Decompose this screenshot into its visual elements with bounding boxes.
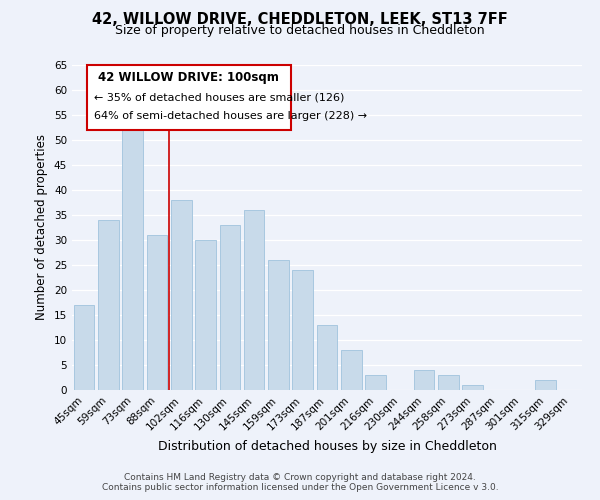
Bar <box>220 225 240 390</box>
Bar <box>171 200 191 390</box>
Text: 42 WILLOW DRIVE: 100sqm: 42 WILLOW DRIVE: 100sqm <box>98 72 279 85</box>
Bar <box>195 240 216 390</box>
Bar <box>317 325 337 390</box>
X-axis label: Distribution of detached houses by size in Cheddleton: Distribution of detached houses by size … <box>158 440 496 453</box>
Bar <box>292 270 313 390</box>
Bar <box>438 375 459 390</box>
FancyBboxPatch shape <box>86 65 290 130</box>
Bar <box>463 385 483 390</box>
Text: Contains HM Land Registry data © Crown copyright and database right 2024.: Contains HM Land Registry data © Crown c… <box>124 472 476 482</box>
Bar <box>122 120 143 390</box>
Bar <box>74 305 94 390</box>
Bar <box>146 235 167 390</box>
Bar <box>535 380 556 390</box>
Text: ← 35% of detached houses are smaller (126): ← 35% of detached houses are smaller (12… <box>94 92 344 102</box>
Bar <box>341 350 362 390</box>
Bar <box>244 210 265 390</box>
Bar <box>365 375 386 390</box>
Bar <box>98 220 119 390</box>
Y-axis label: Number of detached properties: Number of detached properties <box>35 134 49 320</box>
Text: Size of property relative to detached houses in Cheddleton: Size of property relative to detached ho… <box>115 24 485 37</box>
Bar <box>414 370 434 390</box>
Text: 42, WILLOW DRIVE, CHEDDLETON, LEEK, ST13 7FF: 42, WILLOW DRIVE, CHEDDLETON, LEEK, ST13… <box>92 12 508 28</box>
Text: Contains public sector information licensed under the Open Government Licence v : Contains public sector information licen… <box>101 484 499 492</box>
Text: 64% of semi-detached houses are larger (228) →: 64% of semi-detached houses are larger (… <box>94 110 367 120</box>
Bar <box>268 260 289 390</box>
